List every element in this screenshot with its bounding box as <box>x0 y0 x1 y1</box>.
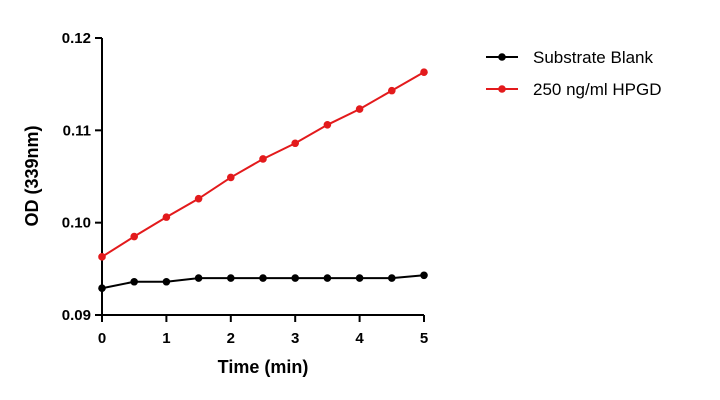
series-0 <box>98 271 428 293</box>
x-ticks: 0 1 2 3 4 5 <box>98 315 428 347</box>
x-tick-label: 1 <box>162 330 170 347</box>
x-tick-label: 0 <box>98 330 106 347</box>
y-tick-label: 0.11 <box>63 122 91 139</box>
data-point <box>388 86 396 95</box>
data-point <box>259 274 267 282</box>
data-point <box>355 105 364 113</box>
legend: Substrate Blank 250 ng/ml HPGD <box>486 48 662 99</box>
data-point <box>194 274 203 282</box>
y-tick-label: 0.10 <box>62 215 91 232</box>
plot-series <box>98 68 428 293</box>
x-axis-title: Time (min) <box>218 357 309 377</box>
data-point <box>194 194 203 203</box>
legend-marker <box>498 85 506 93</box>
legend-label: Substrate Blank <box>533 48 654 67</box>
y-tick-label: 0.09 <box>62 307 91 324</box>
data-point <box>355 274 364 282</box>
data-point <box>291 274 300 282</box>
legend-marker <box>498 53 506 61</box>
y-tick-label: 0.12 <box>62 30 91 47</box>
y-axis-title: OD (339nm) <box>22 125 42 226</box>
data-point <box>227 173 235 182</box>
data-point <box>227 274 235 282</box>
axes <box>101 38 424 316</box>
legend-item: Substrate Blank <box>486 48 654 67</box>
data-point <box>130 232 138 241</box>
data-point <box>98 253 106 261</box>
data-point <box>162 213 171 221</box>
series-1 <box>98 68 428 261</box>
legend-item: 250 ng/ml HPGD <box>486 80 662 99</box>
data-point <box>420 68 428 76</box>
data-point <box>259 155 267 163</box>
data-point <box>98 284 106 293</box>
data-point <box>323 274 332 282</box>
x-tick-label: 5 <box>420 330 428 347</box>
legend-label: 250 ng/ml HPGD <box>533 80 662 99</box>
x-tick-label: 2 <box>227 330 235 347</box>
series-line <box>101 71 425 258</box>
data-point <box>130 277 138 286</box>
y-ticks: 0.09 0.10 0.11 0.12 <box>62 30 102 324</box>
data-point <box>420 271 428 280</box>
x-tick-label: 4 <box>355 330 364 347</box>
data-point <box>323 120 332 129</box>
data-point <box>291 139 300 148</box>
x-tick-label: 3 <box>291 330 299 347</box>
data-point <box>388 274 396 282</box>
data-point <box>162 277 171 286</box>
